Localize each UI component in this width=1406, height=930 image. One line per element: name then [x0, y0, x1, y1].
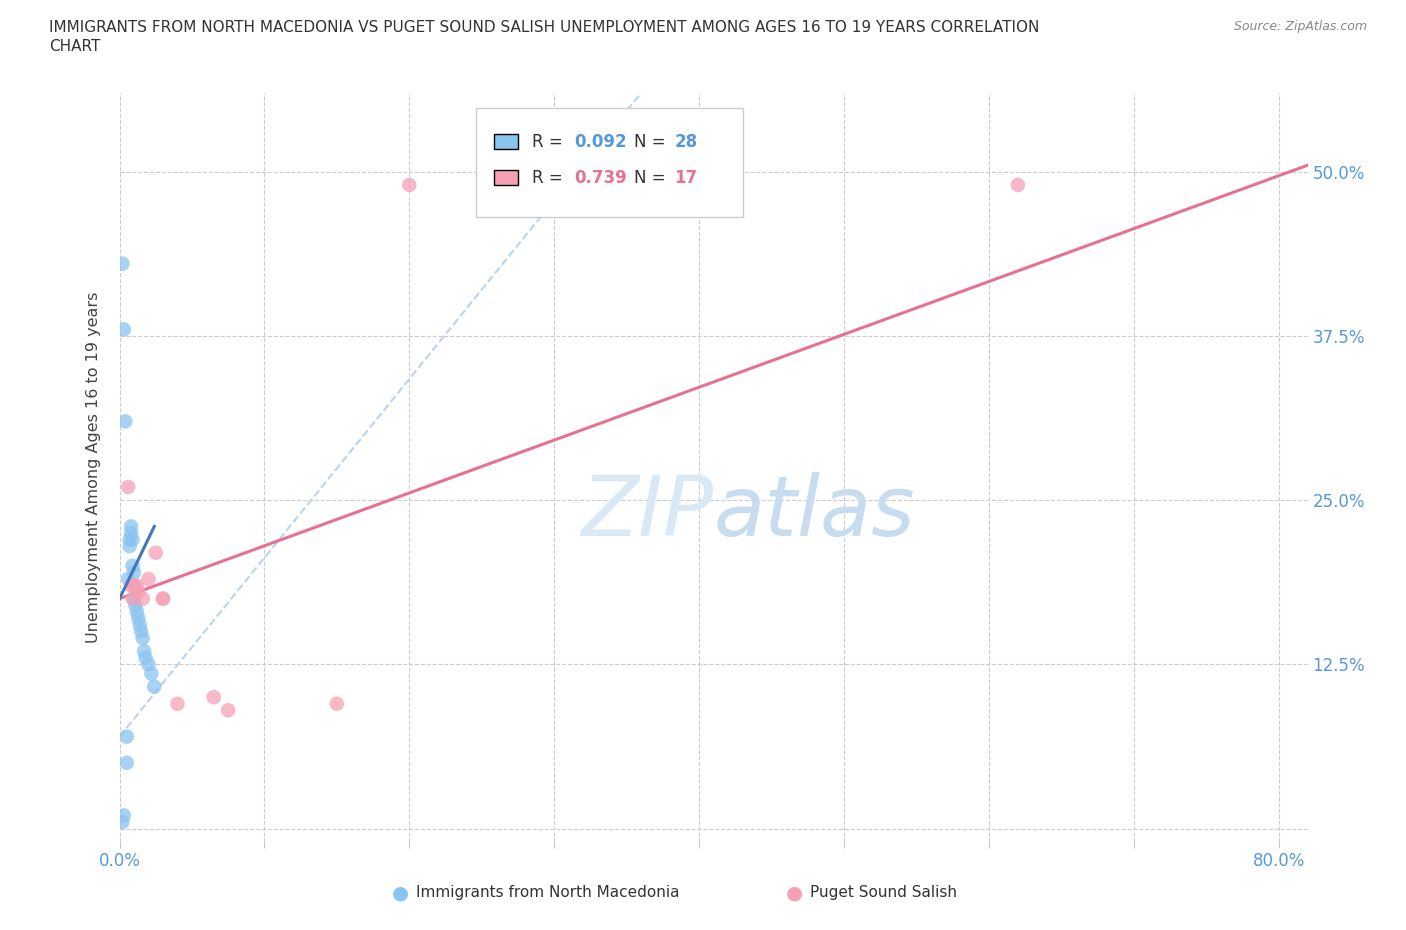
Point [121, 591, 143, 606]
Point [135, 650, 157, 665]
Point [120, 525, 142, 540]
Text: N =: N = [634, 133, 671, 151]
Point [217, 703, 239, 718]
Point [121, 532, 143, 547]
Point [138, 657, 160, 671]
Text: R =: R = [531, 168, 568, 187]
Text: 28: 28 [675, 133, 697, 151]
Point [326, 697, 349, 711]
Point [120, 519, 142, 534]
Point [115, 729, 138, 744]
Y-axis label: Unemployment Among Ages 16 to 19 years: Unemployment Among Ages 16 to 19 years [86, 292, 101, 643]
Point [112, 808, 135, 823]
Text: atlas: atlas [714, 472, 915, 552]
Text: 17: 17 [675, 168, 697, 187]
Point [115, 755, 138, 770]
Text: N =: N = [634, 168, 671, 187]
Point [1007, 178, 1029, 193]
Point [131, 631, 153, 645]
Text: 0.092: 0.092 [575, 133, 627, 151]
FancyBboxPatch shape [494, 134, 517, 149]
Point [145, 545, 167, 560]
Point [112, 322, 135, 337]
Point [134, 644, 156, 658]
Point [117, 572, 139, 587]
Point [111, 257, 134, 272]
FancyBboxPatch shape [475, 108, 744, 217]
Text: ZIP: ZIP [582, 472, 714, 552]
Text: R =: R = [531, 133, 568, 151]
Point [118, 538, 141, 553]
Text: Source: ZipAtlas.com: Source: ZipAtlas.com [1233, 20, 1367, 33]
Point [125, 604, 148, 619]
Text: Immigrants from North Macedonia: Immigrants from North Macedonia [416, 885, 679, 900]
Point [122, 591, 145, 606]
Point [118, 532, 141, 547]
Point [125, 578, 148, 593]
Text: ●: ● [392, 884, 409, 902]
Point [141, 666, 163, 681]
Point [121, 558, 143, 573]
Point [127, 585, 149, 600]
Point [122, 565, 145, 579]
Point [129, 624, 152, 639]
Point [131, 591, 153, 606]
Text: CHART: CHART [49, 39, 101, 54]
Point [122, 578, 145, 593]
Point [398, 178, 420, 193]
Point [152, 591, 174, 606]
Point [128, 618, 150, 632]
FancyBboxPatch shape [494, 170, 517, 185]
Point [117, 480, 139, 495]
Point [152, 591, 174, 606]
Text: ●: ● [786, 884, 803, 902]
Point [120, 578, 142, 593]
Point [166, 697, 188, 711]
Text: 0.739: 0.739 [575, 168, 627, 187]
Point [124, 598, 146, 613]
Point [114, 414, 136, 429]
Point [122, 578, 145, 593]
Point [138, 572, 160, 587]
Point [111, 815, 134, 830]
Point [202, 690, 225, 705]
Point [143, 679, 166, 694]
Text: Puget Sound Salish: Puget Sound Salish [810, 885, 957, 900]
Point [127, 611, 149, 626]
Text: IMMIGRANTS FROM NORTH MACEDONIA VS PUGET SOUND SALISH UNEMPLOYMENT AMONG AGES 16: IMMIGRANTS FROM NORTH MACEDONIA VS PUGET… [49, 20, 1039, 35]
